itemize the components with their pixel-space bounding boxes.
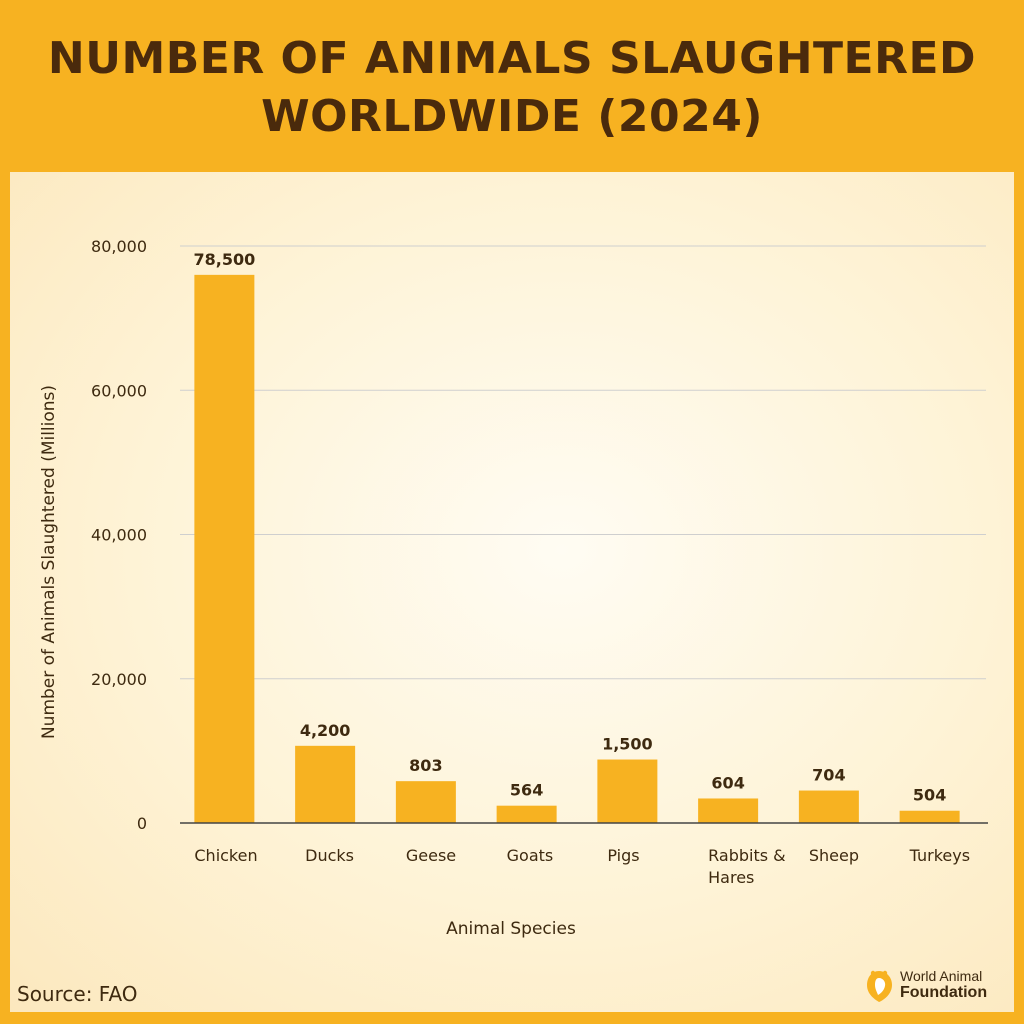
- data-label: 1,500: [602, 735, 653, 754]
- bar: [899, 810, 960, 823]
- x-tick-label: Sheep: [809, 846, 859, 865]
- bar: [295, 745, 356, 823]
- y-tick-label: 0: [137, 814, 147, 833]
- x-tick-label: Ducks: [305, 846, 354, 865]
- data-label: 564: [510, 781, 543, 800]
- data-label: 803: [409, 756, 442, 775]
- y-tick-label: 20,000: [91, 670, 147, 689]
- source-note: Source: FAO: [17, 982, 138, 1006]
- data-label: 78,500: [194, 250, 256, 269]
- title-line-1: NUMBER OF ANIMALS SLAUGHTERED: [47, 33, 977, 84]
- x-tick-label: Rabbits &: [708, 846, 786, 865]
- bar: [597, 759, 658, 823]
- title-line-2: WORLDWIDE (2024): [261, 91, 763, 142]
- brand-name-line-1: World Animal: [900, 968, 983, 984]
- bar: [698, 798, 759, 823]
- y-axis-title: Number of Animals Slaughtered (Millions): [39, 385, 59, 739]
- x-axis-title: Animal Species: [446, 919, 576, 939]
- x-tick-label: Goats: [507, 846, 554, 865]
- chart-title: NUMBER OF ANIMALS SLAUGHTERED WORLDWIDE …: [0, 30, 1024, 146]
- x-tick-label: Hares: [708, 868, 754, 887]
- x-tick-label: Turkeys: [909, 846, 970, 865]
- brand-name-line-2: Foundation: [900, 984, 988, 1001]
- x-tick-label: Pigs: [607, 846, 639, 865]
- x-tick-label: Geese: [406, 846, 456, 865]
- data-label: 4,200: [300, 721, 351, 740]
- data-label: 704: [812, 766, 845, 785]
- data-label: 504: [913, 786, 946, 805]
- chart-panel: 0 20,000 40,000 60,000 80,000 78,500 Chicken 4,…: [10, 172, 1014, 1012]
- bar: [194, 274, 255, 824]
- x-tick-label: Chicken: [194, 846, 257, 865]
- bar: [798, 790, 859, 823]
- bar: [496, 805, 557, 823]
- y-tick-label: 80,000: [91, 237, 147, 256]
- bar: [395, 781, 456, 823]
- y-tick-label: 40,000: [91, 526, 147, 545]
- brand-logo: World Animal Foundation: [864, 964, 1014, 1008]
- bar-chart: 0 20,000 40,000 60,000 80,000 78,500 Chicken 4,…: [39, 237, 988, 939]
- y-tick-label: 60,000: [91, 381, 147, 400]
- data-label: 604: [711, 773, 744, 792]
- paw-heart-logo-icon: [867, 970, 892, 1002]
